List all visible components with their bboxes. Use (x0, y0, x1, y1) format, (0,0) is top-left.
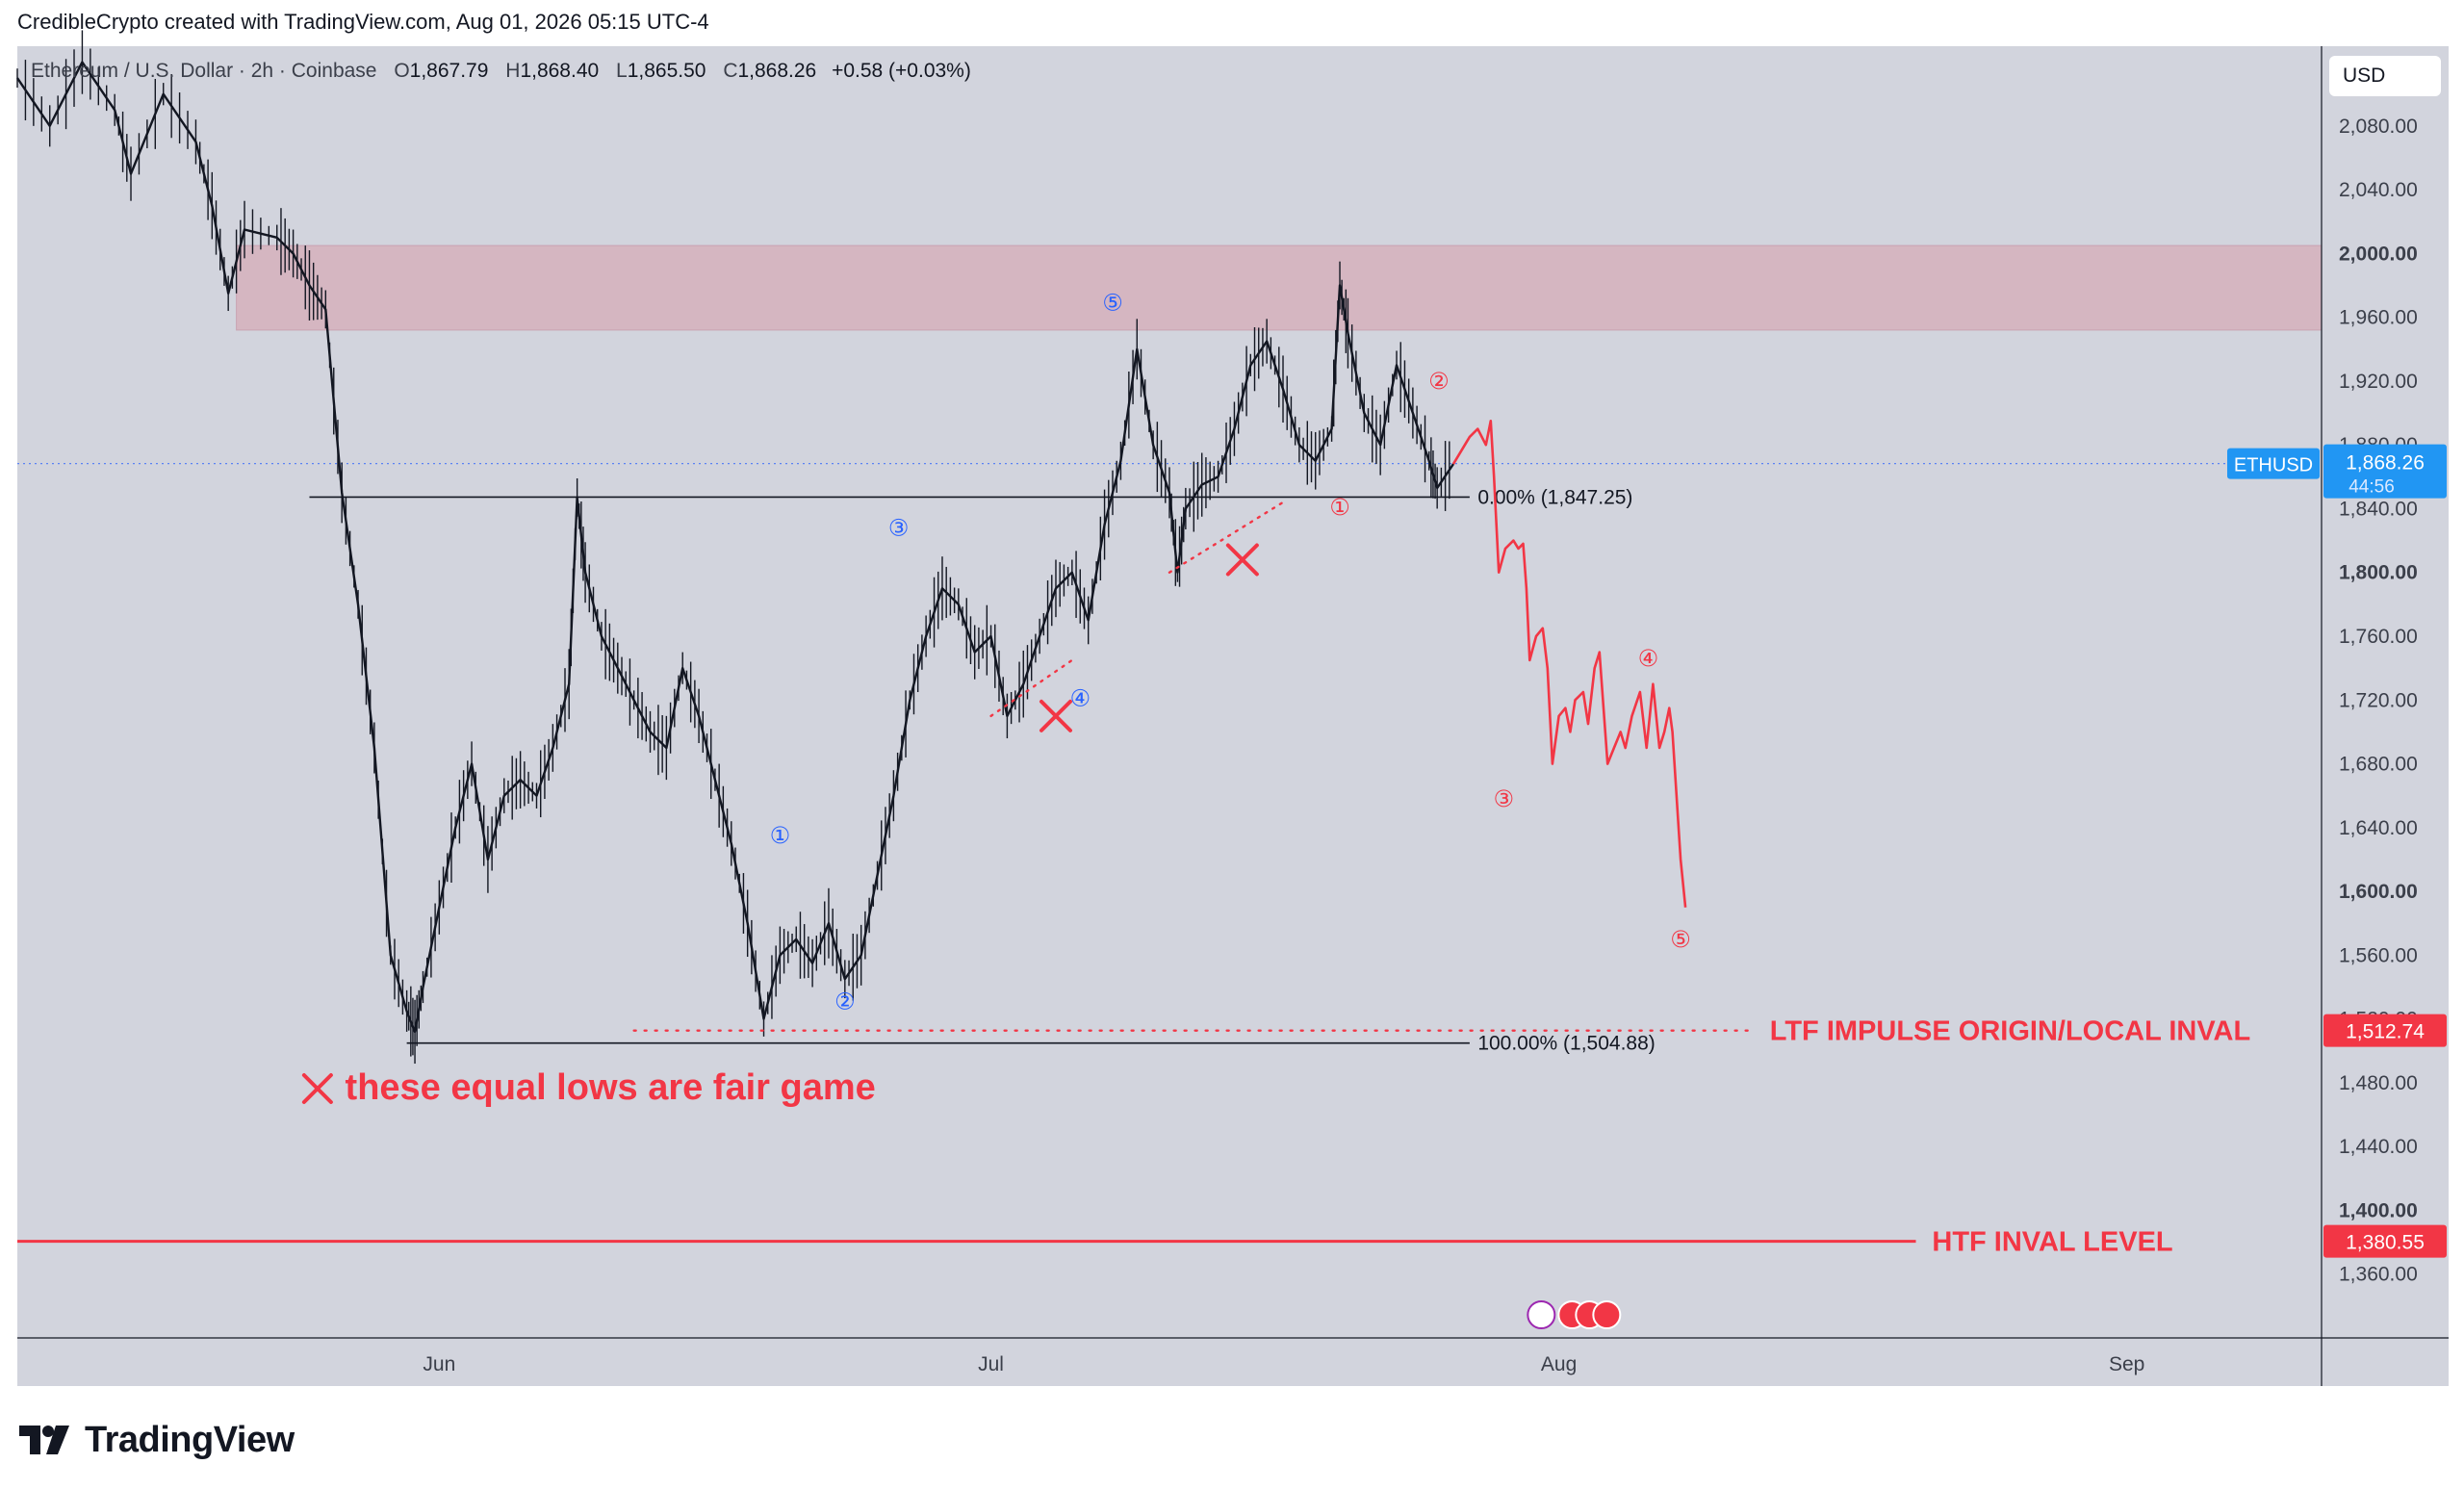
close-label: C (723, 60, 738, 82)
elliott-wave-label-blue: ① (770, 822, 791, 849)
x-tick-label: Sep (2109, 1353, 2144, 1375)
y-tick-label: 1,640.00 (2339, 817, 2418, 839)
elliott-wave-label-red: ⑤ (1670, 926, 1691, 953)
y-tick-label: 1,600.00 (2339, 881, 2418, 903)
symbol-legend: Ethereum / U.S. Dollar · 2h · Coinbase O… (31, 60, 971, 83)
us-flag-icon (1592, 1300, 1622, 1329)
y-tick-label: 1,560.00 (2339, 944, 2418, 966)
y-tick-label: 1,400.00 (2339, 1199, 2418, 1221)
close-value: 1,868.26 (737, 60, 817, 82)
elliott-wave-label-red: ④ (1638, 645, 1659, 672)
note-x-icon-stroke (301, 1073, 333, 1104)
resistance-zone (236, 244, 2323, 331)
invalidation-x-icon (1039, 699, 1072, 732)
fib-level-label: 100.00% (1,504.88) (1477, 1033, 1655, 1055)
y-tick-label: 1,960.00 (2339, 307, 2418, 329)
level-price-tag-text: 1,380.55 (2346, 1232, 2425, 1254)
invalidation-x-icon-stroke (1225, 543, 1259, 577)
level-price-tag (2323, 1014, 2447, 1047)
y-tick-label: 1,720.00 (2339, 689, 2418, 711)
symbol-tag (2227, 448, 2320, 479)
y-tick-label: 1,440.00 (2339, 1136, 2418, 1158)
y-tick-label: 1,920.00 (2339, 371, 2418, 393)
elliott-wave-label-red: ③ (1494, 785, 1515, 812)
y-tick-label: 1,360.00 (2339, 1264, 2418, 1286)
broken-trendline (1168, 501, 1285, 574)
price-axis (2322, 46, 2449, 1386)
y-tick-label: 1,800.00 (2339, 562, 2418, 584)
candle-wicks (16, 30, 1450, 1065)
elliott-wave-label-red: ① (1329, 494, 1350, 521)
tradingview-logo-icon (19, 1426, 69, 1454)
y-tick-label: 1,680.00 (2339, 754, 2418, 776)
symbol-tag-text: ETHUSD (2234, 455, 2313, 476)
tradingview-brand: TradingView (85, 1419, 295, 1460)
tradingview-logo[interactable]: TradingView (19, 1419, 295, 1461)
x-tick-label: Aug (1541, 1353, 1577, 1375)
open-value: 1,867.79 (409, 60, 489, 82)
invalidation-x-icon (1225, 543, 1259, 577)
projection-path (1451, 420, 1687, 908)
y-tick-label: 1,480.00 (2339, 1072, 2418, 1094)
note-text: these equal lows are fair game (346, 1067, 876, 1108)
broken-trendline (989, 658, 1074, 718)
x-tick-label: Jun (423, 1353, 455, 1375)
current-price-text: 1,868.26 (2346, 452, 2425, 475)
open-label: O (394, 60, 410, 82)
symbol-name[interactable]: Ethereum / U.S. Dollar · 2h · Coinbase (31, 60, 377, 82)
attribution: CredibleCrypto created with TradingView.… (17, 10, 709, 34)
level-price-tag-text: 1,512.74 (2346, 1021, 2425, 1043)
current-price-tag (2323, 444, 2447, 499)
y-tick-label: 1,760.00 (2339, 626, 2418, 648)
y-tick-label: 2,000.00 (2339, 243, 2418, 265)
low-label: L (616, 60, 628, 82)
candle-countdown-text: 44:56 (2348, 477, 2395, 498)
high-value: 1,868.40 (520, 60, 600, 82)
currency-button[interactable]: USD (2329, 56, 2441, 96)
ltf-level-label: LTF IMPULSE ORIGIN/LOCAL INVAL (1770, 1016, 2250, 1047)
low-value: 1,865.50 (627, 60, 706, 82)
elliott-wave-label-blue: ③ (888, 514, 910, 541)
elliott-wave-label-blue: ⑤ (1102, 290, 1123, 317)
y-tick-label: 2,080.00 (2339, 116, 2418, 138)
x-tick-label: Jul (978, 1353, 1004, 1375)
high-label: H (505, 60, 521, 82)
invalidation-x-icon-stroke (1039, 699, 1072, 732)
note-x-icon (301, 1073, 333, 1104)
elliott-wave-label-blue: ② (834, 988, 856, 1015)
y-tick-label: 2,040.00 (2339, 179, 2418, 201)
price-series-line (16, 61, 1454, 1034)
htf-level-label: HTF INVAL LEVEL (1932, 1227, 2172, 1258)
event-icon (1527, 1300, 1556, 1329)
change-value: +0.58 (+0.03%) (832, 60, 971, 82)
level-price-tag (2323, 1224, 2447, 1258)
y-tick-label: 1,840.00 (2339, 498, 2418, 520)
elliott-wave-label-blue: ④ (1070, 685, 1091, 712)
fib-level-label: 0.00% (1,847.25) (1477, 486, 1632, 508)
elliott-wave-label-red: ② (1428, 368, 1450, 395)
